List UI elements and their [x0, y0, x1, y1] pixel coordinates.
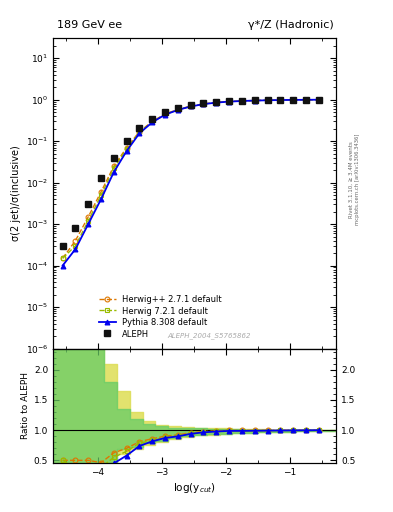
Pythia 8.308 default — [163, 112, 167, 118]
Line: ALEPH: ALEPH — [59, 97, 322, 249]
Pythia 8.308 default — [86, 221, 91, 227]
Pythia 8.308 default — [303, 97, 308, 103]
Herwig 7.2.1 default — [265, 97, 270, 103]
Y-axis label: Ratio to ALEPH: Ratio to ALEPH — [21, 372, 29, 439]
Herwig++ 2.7.1 default — [124, 144, 129, 151]
Herwig 7.2.1 default — [291, 97, 296, 103]
ALEPH — [303, 97, 308, 103]
Herwig 7.2.1 default — [124, 146, 129, 152]
Pythia 8.308 default — [112, 169, 116, 175]
Herwig++ 2.7.1 default — [278, 97, 283, 103]
Herwig++ 2.7.1 default — [214, 99, 219, 105]
Herwig 7.2.1 default — [214, 99, 219, 105]
Text: γ*/Z (Hadronic): γ*/Z (Hadronic) — [248, 19, 333, 30]
ALEPH — [201, 100, 206, 106]
Herwig 7.2.1 default — [188, 103, 193, 110]
ALEPH — [60, 243, 65, 249]
Herwig++ 2.7.1 default — [60, 255, 65, 261]
Herwig++ 2.7.1 default — [291, 97, 296, 103]
Pythia 8.308 default — [252, 97, 257, 103]
ALEPH — [176, 105, 180, 111]
ALEPH — [137, 125, 142, 131]
ALEPH — [99, 175, 103, 181]
Text: Rivet 3.1.10, ≥ 3.4M events: Rivet 3.1.10, ≥ 3.4M events — [349, 141, 353, 218]
Pythia 8.308 default — [150, 119, 154, 125]
Herwig++ 2.7.1 default — [150, 118, 154, 124]
Pythia 8.308 default — [278, 97, 283, 103]
Herwig 7.2.1 default — [112, 165, 116, 172]
Herwig++ 2.7.1 default — [240, 98, 244, 104]
Herwig++ 2.7.1 default — [252, 97, 257, 103]
Pythia 8.308 default — [176, 107, 180, 113]
Herwig++ 2.7.1 default — [188, 103, 193, 109]
ALEPH — [150, 116, 154, 122]
Herwig 7.2.1 default — [163, 112, 167, 118]
Herwig 7.2.1 default — [176, 106, 180, 113]
Text: mcplots.cern.ch [arXiv:1306.3436]: mcplots.cern.ch [arXiv:1306.3436] — [355, 134, 360, 225]
Herwig 7.2.1 default — [303, 97, 308, 103]
Line: Herwig++ 2.7.1 default: Herwig++ 2.7.1 default — [60, 97, 321, 261]
Pythia 8.308 default — [316, 97, 321, 103]
ALEPH — [265, 97, 270, 103]
Herwig++ 2.7.1 default — [227, 98, 231, 104]
Herwig 7.2.1 default — [86, 218, 91, 224]
ALEPH — [163, 109, 167, 115]
Herwig++ 2.7.1 default — [201, 101, 206, 107]
Pythia 8.308 default — [214, 99, 219, 105]
ALEPH — [124, 138, 129, 144]
Herwig++ 2.7.1 default — [112, 163, 116, 169]
Legend: Herwig++ 2.7.1 default, Herwig 7.2.1 default, Pythia 8.308 default, ALEPH: Herwig++ 2.7.1 default, Herwig 7.2.1 def… — [96, 293, 224, 341]
Pythia 8.308 default — [240, 98, 244, 104]
Herwig++ 2.7.1 default — [163, 111, 167, 117]
Herwig++ 2.7.1 default — [303, 97, 308, 103]
Herwig++ 2.7.1 default — [86, 214, 91, 220]
Herwig++ 2.7.1 default — [73, 238, 78, 244]
Herwig 7.2.1 default — [278, 97, 283, 103]
Herwig 7.2.1 default — [201, 101, 206, 107]
ALEPH — [214, 99, 219, 105]
ALEPH — [188, 102, 193, 109]
Line: Herwig 7.2.1 default: Herwig 7.2.1 default — [60, 97, 321, 261]
ALEPH — [227, 98, 231, 104]
ALEPH — [73, 225, 78, 231]
Text: ALEPH_2004_S5765862: ALEPH_2004_S5765862 — [167, 332, 250, 339]
Herwig++ 2.7.1 default — [176, 106, 180, 113]
Herwig++ 2.7.1 default — [99, 189, 103, 195]
Pythia 8.308 default — [124, 148, 129, 154]
ALEPH — [278, 97, 283, 103]
Pythia 8.308 default — [188, 103, 193, 110]
Herwig 7.2.1 default — [60, 255, 65, 261]
Herwig++ 2.7.1 default — [265, 97, 270, 103]
Herwig 7.2.1 default — [316, 97, 321, 103]
ALEPH — [240, 98, 244, 104]
Herwig 7.2.1 default — [150, 119, 154, 125]
Herwig 7.2.1 default — [252, 97, 257, 103]
ALEPH — [252, 97, 257, 103]
ALEPH — [112, 155, 116, 161]
Pythia 8.308 default — [291, 97, 296, 103]
ALEPH — [86, 201, 91, 207]
Herwig 7.2.1 default — [240, 98, 244, 104]
Pythia 8.308 default — [60, 263, 65, 269]
Herwig 7.2.1 default — [227, 98, 231, 104]
Herwig 7.2.1 default — [73, 243, 78, 249]
Herwig++ 2.7.1 default — [316, 97, 321, 103]
Pythia 8.308 default — [265, 97, 270, 103]
Y-axis label: σ(2 jet)/σ(inclusive): σ(2 jet)/σ(inclusive) — [11, 145, 22, 241]
Pythia 8.308 default — [73, 246, 78, 252]
Herwig++ 2.7.1 default — [137, 129, 142, 135]
Herwig 7.2.1 default — [137, 129, 142, 135]
Pythia 8.308 default — [201, 101, 206, 107]
Pythia 8.308 default — [227, 98, 231, 104]
ALEPH — [316, 97, 321, 103]
Herwig 7.2.1 default — [99, 192, 103, 198]
ALEPH — [291, 97, 296, 103]
Text: 189 GeV ee: 189 GeV ee — [57, 19, 122, 30]
X-axis label: log(y$_{cut}$): log(y$_{cut}$) — [173, 481, 216, 496]
Line: Pythia 8.308 default: Pythia 8.308 default — [60, 97, 321, 268]
Pythia 8.308 default — [99, 196, 103, 202]
Pythia 8.308 default — [137, 130, 142, 136]
